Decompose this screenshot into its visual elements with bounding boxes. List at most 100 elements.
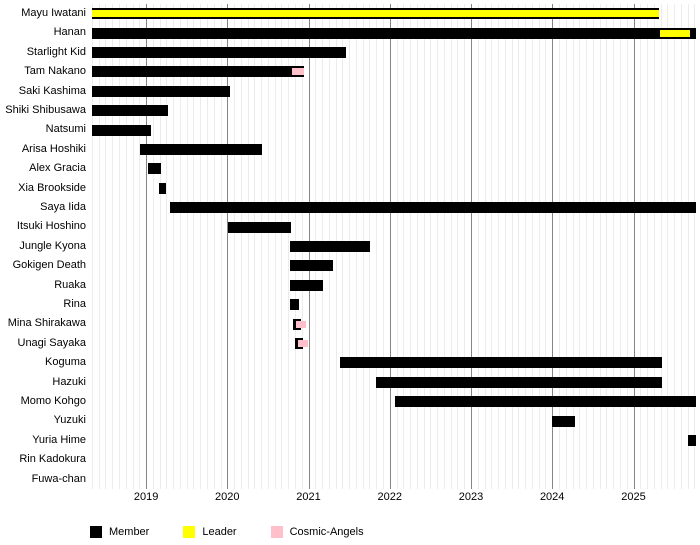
month-gridline	[186, 4, 188, 489]
x-tick-label-2019: 2019	[133, 491, 159, 503]
member-label-yuria-hime: Yuria Hime	[32, 433, 86, 446]
member-label-momo-kohgo: Momo Kohgo	[20, 395, 86, 407]
legend-label-cosmic-angels: Cosmic-Angels	[289, 526, 364, 538]
member-label-fuwa-chan: Fuwa-chan	[31, 472, 86, 485]
month-gridline	[626, 4, 628, 489]
month-gridline	[619, 4, 621, 489]
bar-member-starlight-kid	[91, 47, 346, 58]
month-gridline	[152, 4, 154, 489]
month-gridline	[234, 4, 236, 489]
bar-member-shiki-shibusawa	[91, 105, 168, 117]
member-label-natsumi: Natsumi	[45, 123, 86, 136]
month-gridline	[267, 4, 269, 489]
legend-label-member: Member	[109, 526, 150, 538]
member-label-saya-iida: Saya Iida	[40, 201, 86, 213]
month-gridline	[383, 4, 384, 489]
month-gridline	[504, 4, 506, 489]
month-gridline	[477, 4, 479, 489]
month-gridline	[207, 4, 208, 489]
month-gridline	[599, 4, 601, 489]
month-gridline	[687, 4, 689, 489]
member-label-hazuki: Hazuki	[52, 375, 86, 388]
month-gridline	[572, 4, 574, 489]
legend-label-leader: Leader	[202, 526, 237, 538]
x-tick-label-2025: 2025	[621, 491, 646, 503]
overlay-cosmic-mina-shirakawa	[296, 320, 306, 328]
month-gridline	[559, 4, 560, 489]
legend-item-cosmic-angels: Cosmic-Angels	[270, 526, 364, 538]
month-gridline	[112, 4, 114, 489]
bar-member-hazuki	[375, 376, 662, 388]
bar-member-momo-kohgo	[395, 396, 696, 408]
month-gridline	[416, 4, 418, 489]
month-gridline	[91, 4, 93, 489]
month-gridline	[545, 4, 547, 489]
legend-swatch-cosmic-angels	[270, 526, 283, 538]
bar-member-tam-nakano	[91, 66, 305, 78]
month-gridline	[105, 4, 107, 489]
month-gridline	[511, 4, 513, 489]
overlay-leader-hanan	[660, 29, 691, 37]
year-gridline	[552, 4, 554, 489]
month-gridline	[139, 4, 141, 489]
month-gridline	[240, 4, 242, 489]
month-gridline	[220, 4, 222, 489]
month-gridline	[159, 4, 161, 489]
month-gridline	[491, 4, 493, 489]
month-gridline	[254, 4, 256, 489]
member-label-starlight-kid: Starlight Kid	[26, 45, 86, 58]
month-gridline	[98, 4, 100, 489]
month-gridline	[694, 4, 696, 489]
year-gridline	[471, 4, 472, 489]
month-gridline	[288, 4, 290, 489]
month-gridline	[403, 4, 405, 489]
bar-member-alex-gracia	[147, 163, 161, 175]
overlay-leader-mayu-iwatani	[91, 10, 660, 18]
month-gridline	[531, 4, 533, 489]
month-gridline	[667, 4, 669, 489]
month-gridline	[274, 4, 276, 489]
year-gridline	[146, 4, 148, 489]
member-label-alex-gracia: Alex Gracia	[29, 162, 86, 175]
year-gridline	[227, 4, 229, 489]
month-gridline	[565, 4, 567, 489]
member-label-itsuki-hoshino: Itsuki Hoshino	[16, 220, 86, 233]
month-gridline	[680, 4, 682, 489]
month-gridline	[166, 4, 168, 489]
member-label-unagi-sayaka: Unagi Sayaka	[17, 336, 87, 349]
month-gridline	[200, 4, 202, 489]
member-label-mina-shirakawa: Mina Shirakawa	[7, 317, 86, 330]
month-gridline	[484, 4, 486, 489]
month-gridline	[125, 4, 127, 489]
member-label-mayu-iwatani: Mayu Iwatani	[21, 7, 86, 19]
year-gridline	[633, 4, 635, 489]
bar-member-xia-brookside	[159, 182, 167, 194]
month-gridline	[518, 4, 520, 489]
bar-member-gokigen-death	[289, 260, 333, 272]
x-tick-label-2022: 2022	[377, 491, 403, 503]
month-gridline	[592, 4, 594, 489]
member-label-yuzuki: Yuzuki	[53, 414, 86, 427]
bar-member-yuria-hime	[687, 435, 696, 446]
month-gridline	[173, 4, 175, 489]
month-gridline	[443, 4, 445, 489]
month-gridline	[653, 4, 655, 489]
member-label-tam-nakano: Tam Nakano	[24, 65, 86, 78]
x-tick-label-2024: 2024	[539, 491, 565, 503]
month-gridline	[396, 4, 398, 489]
month-gridline	[457, 4, 459, 489]
month-gridline	[247, 4, 249, 489]
month-gridline	[132, 4, 134, 489]
month-gridline	[674, 4, 676, 489]
month-gridline	[281, 4, 283, 489]
member-label-shiki-shibusawa: Shiki Shibusawa	[5, 104, 86, 116]
month-gridline	[179, 4, 181, 489]
x-tick-label-2021: 2021	[296, 491, 321, 503]
legend-swatch-member	[90, 526, 102, 538]
bar-member-koguma	[340, 357, 662, 369]
member-label-arisa-hoshiki: Arisa Hoshiki	[21, 142, 86, 155]
month-gridline	[647, 4, 648, 489]
month-gridline	[213, 4, 215, 489]
bar-member-saki-kashima	[91, 85, 230, 97]
